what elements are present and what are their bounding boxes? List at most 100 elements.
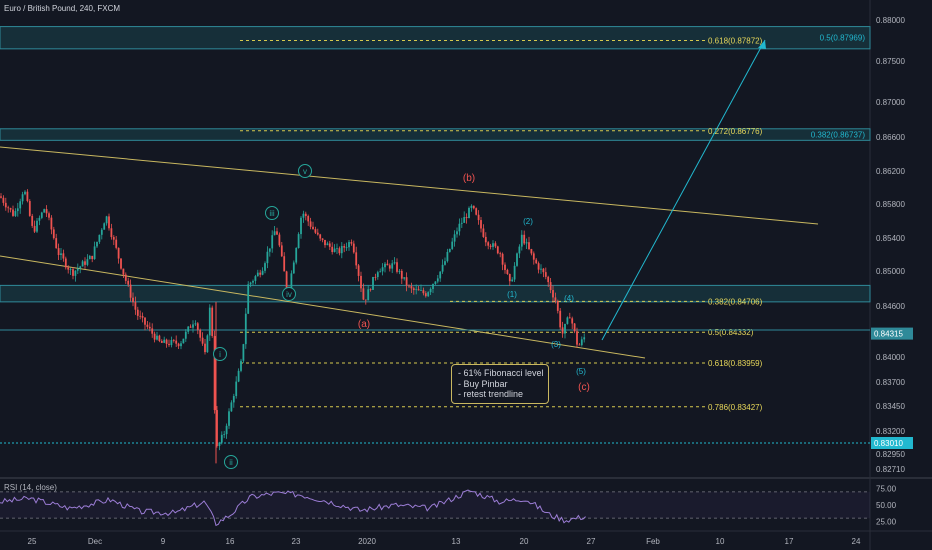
candle-body xyxy=(388,265,391,269)
candle-body xyxy=(218,442,221,447)
candle-body xyxy=(158,335,161,342)
candle-body xyxy=(520,234,523,247)
rsi-tick-label: 25.00 xyxy=(876,517,897,526)
fib-level-label: 0.272(0.86776) xyxy=(708,127,763,136)
candle-body xyxy=(184,331,187,339)
candle-body xyxy=(112,237,115,240)
candle-body xyxy=(535,259,538,264)
candle-body xyxy=(280,245,283,257)
rsi-title: RSI (14, close) xyxy=(4,483,57,492)
candle-body xyxy=(220,434,223,443)
price-axis[interactable]: 0.88000 0.87500 0.87000 0.86600 0.86200 0.858… xyxy=(871,16,913,474)
candle-body xyxy=(528,242,530,250)
candle-body xyxy=(69,269,72,271)
time-tick-label: 10 xyxy=(716,537,725,546)
candle-body xyxy=(122,268,125,275)
candle-body xyxy=(559,310,562,328)
candle-body xyxy=(208,307,211,336)
candle-body xyxy=(518,246,521,254)
lower-trendline[interactable] xyxy=(0,255,646,359)
candle-body xyxy=(256,272,259,277)
projection-arrow-line[interactable] xyxy=(601,39,766,341)
candle-body xyxy=(86,259,89,265)
candle-body xyxy=(571,318,574,324)
candle-body xyxy=(76,268,79,271)
annotation-callout[interactable]: - 61% Fibonacci level - Buy Pinbar - ret… xyxy=(451,364,549,404)
candle-body xyxy=(146,324,149,327)
candle-body xyxy=(460,222,463,224)
candle-body xyxy=(542,268,545,273)
price-tick-label: 0.82950 xyxy=(876,450,905,459)
candle-body xyxy=(304,213,307,217)
candle-body xyxy=(14,211,17,216)
rsi-tick-label: 50.00 xyxy=(876,501,897,510)
candle-body xyxy=(307,216,310,222)
candle-body xyxy=(55,238,58,249)
candle-body xyxy=(412,288,415,291)
candle-body xyxy=(50,217,53,230)
candle-body xyxy=(568,317,571,319)
candle-body xyxy=(583,337,586,340)
upper-trendline[interactable] xyxy=(0,146,819,225)
candle-body xyxy=(124,274,127,281)
candle-body xyxy=(501,253,504,265)
candle-body xyxy=(492,243,494,247)
candle-body xyxy=(453,234,456,242)
candle-body xyxy=(441,264,444,272)
candle-body xyxy=(556,301,559,311)
candle-body xyxy=(271,235,274,249)
candle-body xyxy=(237,370,240,382)
candle-body xyxy=(57,248,60,256)
candle-body xyxy=(96,241,98,247)
candle-body xyxy=(504,264,506,270)
candle-body xyxy=(362,288,365,300)
candle-body xyxy=(252,280,254,283)
wave-label: (5) xyxy=(576,367,586,376)
price-zone[interactable] xyxy=(0,26,871,50)
candle-body xyxy=(340,246,343,254)
candle-body xyxy=(199,329,202,338)
candle-body xyxy=(424,293,427,297)
candle-body xyxy=(405,277,408,286)
candle-body xyxy=(494,243,497,247)
candle-body xyxy=(204,343,206,353)
candle-body xyxy=(24,191,26,195)
time-axis[interactable]: 25 Dec 9 16 23 2020 13 20 27 Feb 10 17 24 xyxy=(28,537,861,546)
candle-body xyxy=(578,344,581,346)
fib-level-label: 0.618(0.87872) xyxy=(708,36,763,45)
annotation-line: - Buy Pinbar xyxy=(458,378,508,389)
candle-body xyxy=(156,335,158,340)
candle-body xyxy=(530,249,533,254)
candle-body xyxy=(36,220,38,232)
candle-body xyxy=(273,231,276,236)
candle-body xyxy=(235,381,238,397)
candle-body xyxy=(537,263,540,270)
candle-body xyxy=(480,220,482,229)
candle-body xyxy=(523,234,526,244)
candle-body xyxy=(348,242,350,248)
price-tick-label: 0.85800 xyxy=(876,200,905,209)
candle-body xyxy=(175,340,178,344)
candle-body xyxy=(168,343,170,346)
zone-label: 0.5(0.87969) xyxy=(820,34,866,43)
candle-body xyxy=(62,253,65,259)
price-tick-label: 0.87000 xyxy=(876,98,905,107)
candle-body xyxy=(391,263,394,269)
candle-body xyxy=(2,197,5,203)
candle-body xyxy=(511,279,514,282)
price-zone[interactable] xyxy=(0,284,871,303)
wave-label: (3) xyxy=(551,340,561,349)
candle-body xyxy=(52,229,55,239)
candle-body xyxy=(67,267,70,270)
candle-body xyxy=(458,223,461,232)
candle-body xyxy=(43,209,46,213)
candle-body xyxy=(187,326,190,332)
wave-label: i xyxy=(219,350,221,359)
candle-body xyxy=(38,217,41,221)
candle-body xyxy=(333,248,336,253)
candle-body xyxy=(506,269,509,275)
candle-body xyxy=(4,202,7,208)
candle-body xyxy=(475,208,478,215)
price-zone[interactable] xyxy=(0,128,871,141)
